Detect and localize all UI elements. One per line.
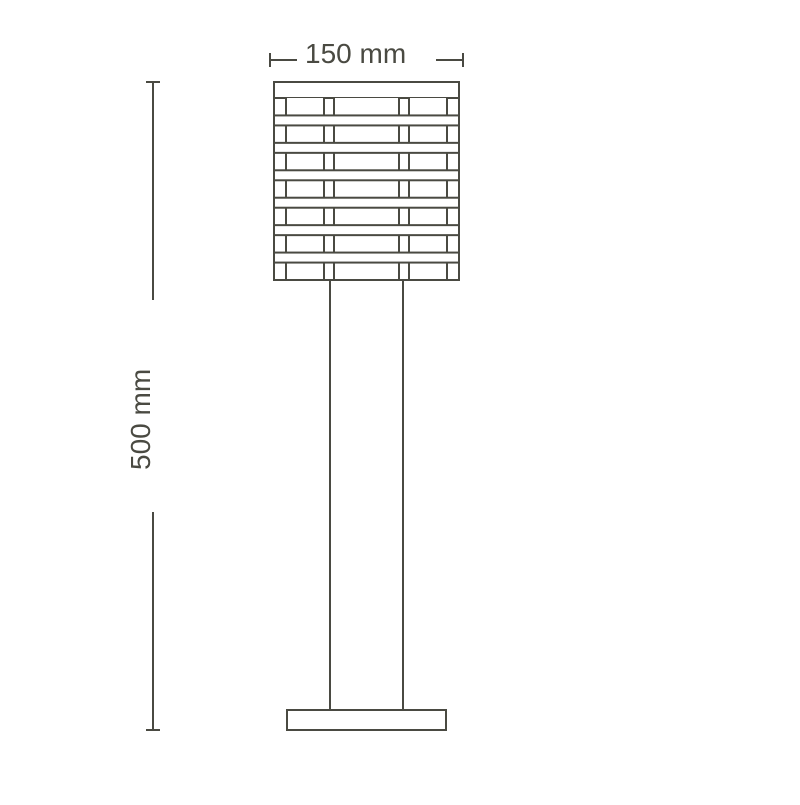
lamp-dimension-drawing (0, 0, 800, 800)
diagram-canvas: 150 mm 500 mm (0, 0, 800, 800)
width-dimension-label: 150 mm (305, 38, 406, 70)
height-dimension-label: 500 mm (125, 369, 157, 470)
